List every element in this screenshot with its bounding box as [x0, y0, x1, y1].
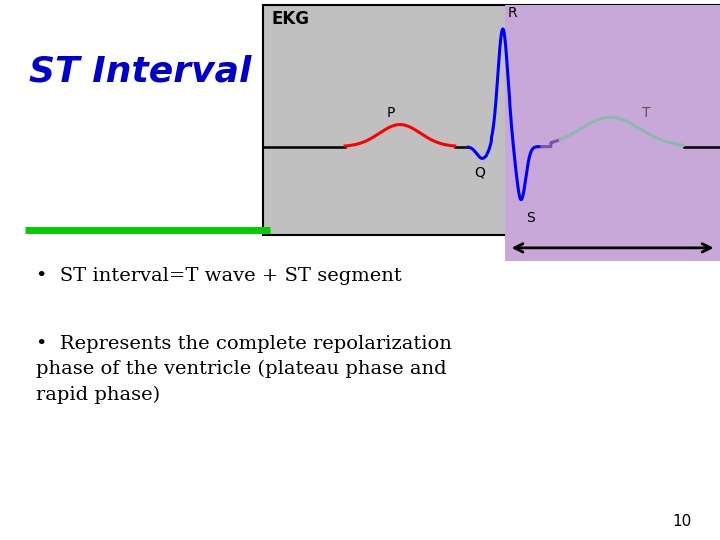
Text: S: S — [526, 211, 534, 225]
Text: 10: 10 — [672, 514, 691, 529]
Text: EKG: EKG — [271, 10, 310, 28]
Text: P: P — [387, 106, 395, 120]
Bar — [505, 235, 720, 261]
Text: •  ST interval=T wave + ST segment: • ST interval=T wave + ST segment — [36, 267, 402, 285]
Text: Q: Q — [474, 166, 485, 180]
Bar — [505, 5, 720, 235]
Bar — [263, 5, 720, 235]
Text: •  Represents the complete repolarization
phase of the ventricle (plateau phase : • Represents the complete repolarization… — [36, 335, 452, 403]
Text: ST Interval: ST Interval — [29, 54, 251, 88]
Text: T: T — [642, 106, 651, 120]
Text: R: R — [508, 6, 517, 20]
